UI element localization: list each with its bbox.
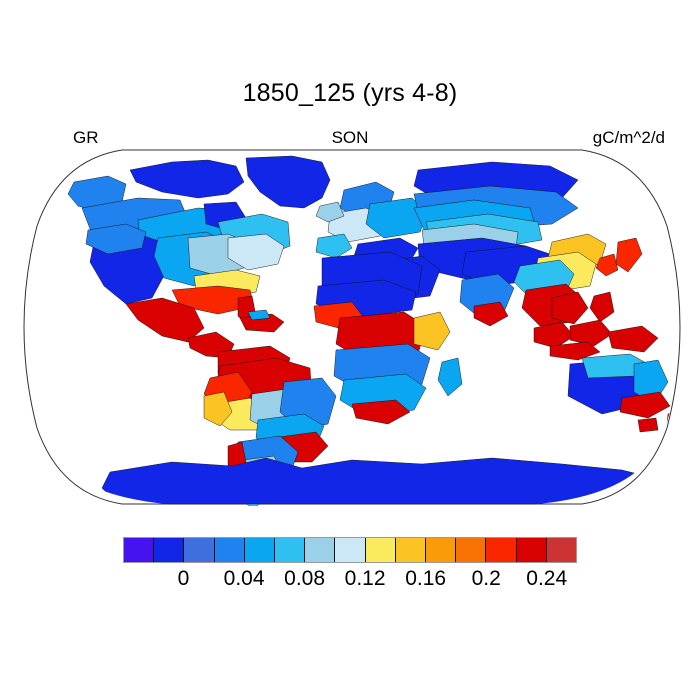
region-indochina [551,291,589,325]
colorbar-segment [456,538,487,562]
colorbar-segment [546,538,577,562]
region-cuba [247,309,271,321]
colorbar-tick-label: 0.24 [526,567,568,590]
region-antarctica [101,457,663,505]
colorbar-segment [516,538,547,562]
colorbar-segment [305,538,336,562]
region-australia-southeast [619,391,671,419]
region-borneo [569,319,613,347]
region-greenland [245,155,331,209]
map-canvas [23,149,682,506]
page-title: 1850_125 (yrs 4-8) [242,79,458,107]
colorbar-segment [124,538,155,562]
map-frame [23,149,681,505]
region-us-northwest [85,223,147,255]
colorbar-tick-label: 0.2 [471,567,501,590]
colorbar-segment [275,538,306,562]
region-new-guinea [607,325,659,353]
units-label: gC/m^2/d [592,128,665,147]
colorbar-segment [335,538,366,562]
region-korea [595,253,619,277]
region-us-northeast [227,233,285,271]
region-tasmania [637,417,659,433]
colorbar-tick-label: 0.16 [405,567,447,590]
region-madagascar [437,357,463,397]
region-andes-peru [203,391,233,427]
region-sumatra [533,321,575,349]
colorbar-segment [184,538,215,562]
region-new-zealand [665,407,682,445]
region-mexico [125,297,205,343]
colorbar-segment [395,538,427,562]
region-arctic-canada [129,159,245,199]
colorbar-segment [154,538,185,562]
region-india-coast [473,301,509,327]
world-map [22,146,682,508]
region-iberia [315,233,353,259]
colorbar-segment [486,538,517,562]
map-data-layer [67,155,682,506]
colorbar-tick-label: 0.12 [344,567,386,590]
colorbar-segment [244,538,276,562]
region-east-africa [413,311,451,351]
region-philippines [589,291,615,323]
variable-label: GR [73,128,99,147]
season-label: SON [331,128,369,147]
colorbar-ticks: 0 0.04 0.08 0.12 0.16 0.2 0.24 [123,566,577,594]
colorbar-segment [214,538,245,562]
region-south-africa-cape [351,399,411,425]
colorbar-tick-label: 0.08 [284,567,326,590]
region-british-isles [315,201,345,223]
region-java [549,341,601,361]
region-eastern-europe [365,197,429,239]
colorbar-segment [426,538,457,562]
colorbar[interactable] [123,537,577,563]
colorbar-tick-label: 0.04 [223,567,265,590]
region-japan [615,237,643,273]
colorbar-segment [365,538,396,562]
colorbar-tick-label: 0 [177,567,190,590]
